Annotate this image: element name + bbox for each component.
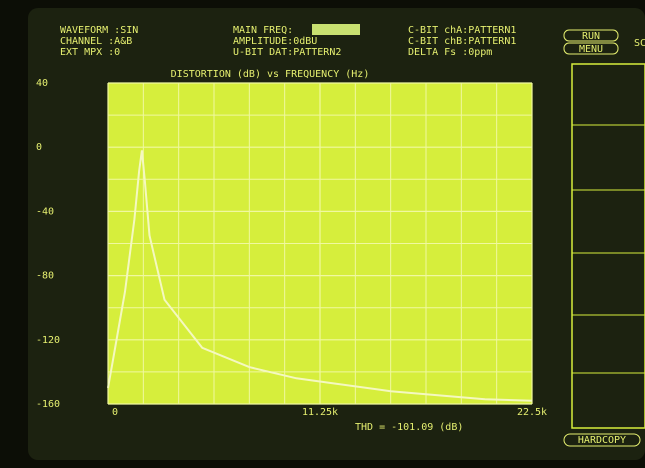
x-tick-label: 11.25k <box>302 407 338 418</box>
button-frame[interactable] <box>563 433 641 447</box>
y-tick-label: 40 <box>36 78 48 89</box>
button-label[interactable]: HARDCOPY <box>578 435 626 446</box>
y-tick-label: -40 <box>36 206 54 217</box>
status-text: CHANNEL :A&B <box>60 36 132 47</box>
y-tick-label: 0 <box>36 142 42 153</box>
x-tick-label: 0 <box>112 407 118 418</box>
button-label[interactable]: SC <box>634 38 645 49</box>
status-text: WAVEFORM :SIN <box>60 25 138 36</box>
status-text: C-BIT chB:PATTERN1 <box>408 36 516 47</box>
y-tick-label: -120 <box>36 335 60 346</box>
status-text: U-BIT DAT:PATTERN2 <box>233 47 341 58</box>
freq-field <box>312 24 360 35</box>
status-text: AMPLITUDE:0dBU <box>233 36 317 47</box>
side-panel <box>571 63 645 429</box>
button-label[interactable]: RUN <box>582 31 600 42</box>
status-text: MAIN FREQ: <box>233 25 293 36</box>
data-line <box>107 150 533 402</box>
status-text: C-BIT chA:PATTERN1 <box>408 25 516 36</box>
status-text: DELTA Fs :0ppm <box>408 47 492 58</box>
button-frame[interactable] <box>563 29 619 42</box>
x-tick-label: 22.5k <box>517 407 547 418</box>
chart-title: DISTORTION (dB) vs FREQUENCY (Hz) <box>171 69 370 80</box>
status-text: EXT MPX :0 <box>60 47 120 58</box>
button-label[interactable]: MENU <box>579 44 603 55</box>
y-tick-label: -80 <box>36 271 54 282</box>
y-tick-label: -160 <box>36 399 60 410</box>
button-frame[interactable] <box>563 42 619 55</box>
annotation: THD = -101.09 (dB) <box>355 422 463 433</box>
